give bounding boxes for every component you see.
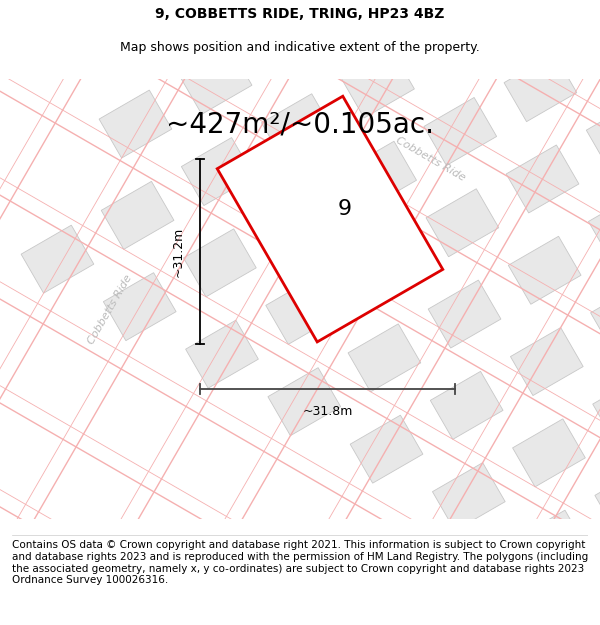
Polygon shape bbox=[103, 272, 176, 341]
Text: Cobbetts Ride: Cobbetts Ride bbox=[394, 135, 466, 183]
Polygon shape bbox=[504, 54, 577, 122]
Polygon shape bbox=[433, 462, 505, 531]
Polygon shape bbox=[595, 466, 600, 534]
Polygon shape bbox=[424, 98, 497, 166]
Text: ~427m²/~0.105ac.: ~427m²/~0.105ac. bbox=[166, 110, 434, 138]
Polygon shape bbox=[266, 276, 338, 344]
Polygon shape bbox=[584, 10, 600, 78]
Polygon shape bbox=[344, 141, 416, 209]
Polygon shape bbox=[341, 50, 415, 118]
Polygon shape bbox=[508, 236, 581, 304]
Text: ~31.2m: ~31.2m bbox=[172, 226, 185, 277]
Polygon shape bbox=[430, 371, 503, 439]
Polygon shape bbox=[101, 181, 174, 249]
Polygon shape bbox=[350, 415, 423, 483]
Polygon shape bbox=[99, 90, 172, 158]
Polygon shape bbox=[346, 232, 419, 301]
Polygon shape bbox=[184, 229, 256, 297]
Polygon shape bbox=[512, 419, 586, 487]
Polygon shape bbox=[268, 368, 341, 436]
Text: Map shows position and indicative extent of the property.: Map shows position and indicative extent… bbox=[120, 41, 480, 54]
Text: ~31.8m: ~31.8m bbox=[302, 404, 353, 418]
Polygon shape bbox=[181, 138, 254, 206]
Polygon shape bbox=[515, 510, 587, 578]
Polygon shape bbox=[263, 185, 337, 253]
Polygon shape bbox=[506, 145, 579, 213]
Polygon shape bbox=[593, 375, 600, 443]
Polygon shape bbox=[179, 46, 252, 114]
Polygon shape bbox=[426, 189, 499, 257]
Polygon shape bbox=[511, 328, 583, 396]
Text: Cobbetts Ride: Cobbetts Ride bbox=[86, 272, 134, 346]
Polygon shape bbox=[597, 558, 600, 625]
Polygon shape bbox=[586, 101, 600, 169]
Polygon shape bbox=[428, 280, 501, 348]
Text: 9: 9 bbox=[338, 199, 352, 219]
Polygon shape bbox=[259, 2, 332, 71]
Polygon shape bbox=[590, 284, 600, 352]
Polygon shape bbox=[217, 96, 443, 342]
Polygon shape bbox=[422, 6, 494, 74]
Polygon shape bbox=[262, 94, 334, 162]
Text: 9, COBBETTS RIDE, TRING, HP23 4BZ: 9, COBBETTS RIDE, TRING, HP23 4BZ bbox=[155, 8, 445, 21]
Polygon shape bbox=[21, 225, 94, 293]
Polygon shape bbox=[348, 324, 421, 392]
Text: Contains OS data © Crown copyright and database right 2021. This information is : Contains OS data © Crown copyright and d… bbox=[12, 541, 588, 585]
Polygon shape bbox=[589, 192, 600, 261]
Polygon shape bbox=[185, 320, 259, 388]
